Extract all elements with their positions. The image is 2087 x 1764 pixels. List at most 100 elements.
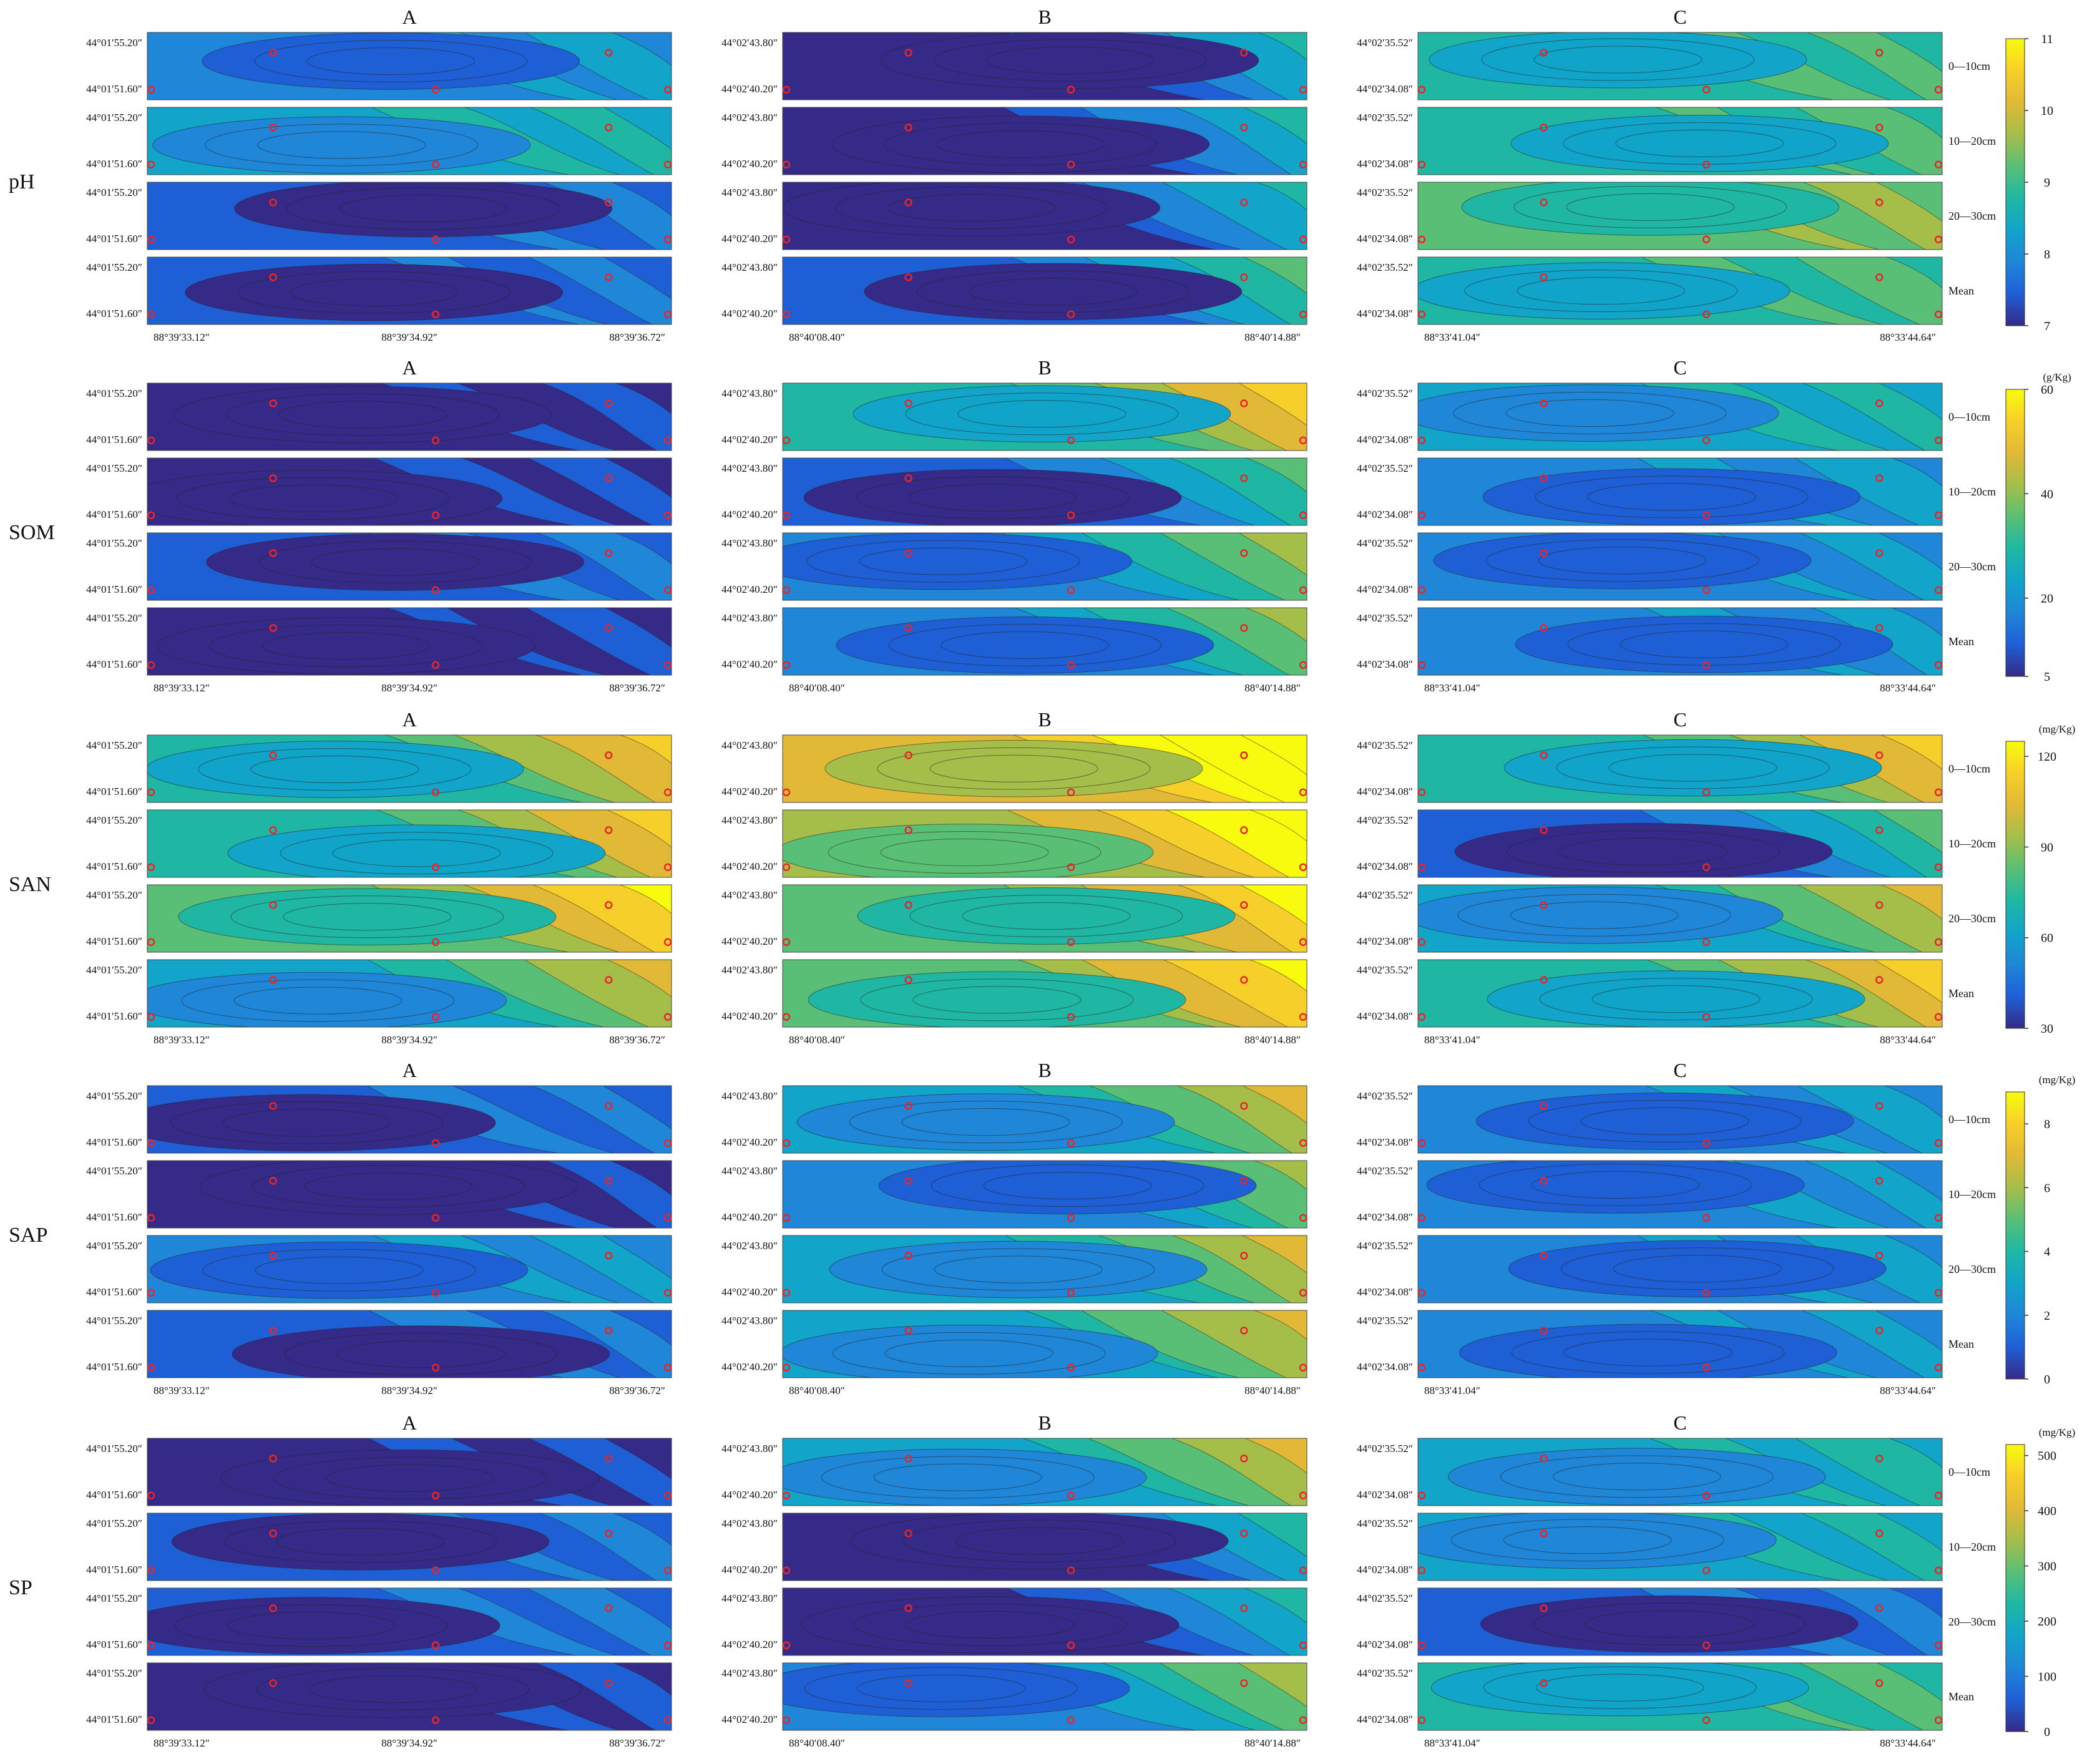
contour-strip: 44°02′35.52″ 44°02′34.08″ 10—20cm xyxy=(1357,809,1996,878)
sample-point-marker xyxy=(431,938,440,947)
sample-point-marker xyxy=(604,1102,613,1110)
latitude-tick-label: 44°01′55.20″ xyxy=(86,1090,142,1102)
sample-point-marker xyxy=(1299,1641,1307,1650)
sample-point-marker xyxy=(663,863,672,872)
contour-strip: 44°02′43.80″ 44°02′40.20″ xyxy=(721,182,1307,250)
sample-point-marker xyxy=(269,1529,277,1537)
sample-point-marker xyxy=(1299,1013,1307,1021)
latitude-tick-label: 44°02′34.08″ xyxy=(1357,233,1413,245)
contour-strip: 44°02′35.52″ 44°02′34.08″ 0—10cm xyxy=(1357,383,1990,451)
sample-point-marker xyxy=(1299,310,1307,319)
contour-band xyxy=(1552,1463,1721,1491)
strip-frame xyxy=(782,457,1307,526)
sample-point-marker xyxy=(1417,1363,1426,1372)
contour-band xyxy=(325,1464,494,1492)
sample-point-marker xyxy=(904,1252,912,1260)
latitude-tick-label: 44°02′43.80″ xyxy=(721,1090,778,1102)
contour-band xyxy=(1873,810,1942,854)
contour-band xyxy=(603,257,672,300)
sample-point-marker xyxy=(1934,1289,1943,1297)
longitude-tick-label: 88°39′34.92″ xyxy=(381,1034,437,1046)
strip-frame xyxy=(147,532,672,601)
latitude-tick-label: 44°02′43.80″ xyxy=(721,261,778,273)
sample-point-marker xyxy=(1540,1177,1548,1185)
sample-point-marker xyxy=(1299,1363,1307,1372)
sample-point-marker xyxy=(269,1604,277,1612)
latitude-tick-label: 44°01′55.20″ xyxy=(86,1667,142,1679)
sample-point-marker xyxy=(663,85,672,94)
sample-point-marker xyxy=(663,436,672,445)
strip-frame xyxy=(782,1438,1307,1506)
contour-band xyxy=(1538,547,1707,575)
longitude-tick-label: 88°33′41.04″ xyxy=(1424,331,1480,343)
latitude-tick-label: 44°02′34.08″ xyxy=(1357,658,1413,670)
contour-strip: 44°01′55.20″ 44°01′51.60″ xyxy=(86,1513,672,1581)
latitude-tick-label: 44°02′35.52″ xyxy=(1357,1443,1413,1455)
latitude-tick-label: 44°02′40.20″ xyxy=(721,1010,778,1022)
contour-band xyxy=(535,533,672,600)
colorbar-tick-label: 8 xyxy=(2044,248,2050,261)
contour-band xyxy=(1810,608,1942,675)
contour-band xyxy=(1559,837,1728,865)
strip-frame xyxy=(1417,1235,1943,1304)
contour-band xyxy=(1166,1588,1307,1655)
contour-strip: 44°02′35.52″ 44°02′34.08″ 0—10cm xyxy=(1357,1438,1990,1506)
sample-point-marker xyxy=(1540,901,1548,909)
sample-point-marker xyxy=(1934,788,1943,797)
sample-point-marker xyxy=(604,399,613,407)
sample-point-marker xyxy=(1239,1327,1248,1335)
longitude-tick-label: 88°39′33.12″ xyxy=(154,1737,210,1749)
longitude-tick-label: 88°33′44.64″ xyxy=(1880,1385,1936,1396)
latitude-tick-label: 44°02′43.80″ xyxy=(721,1240,778,1252)
sample-point-marker xyxy=(1417,661,1426,670)
sample-point-marker xyxy=(604,1604,613,1612)
sample-point-marker xyxy=(604,826,613,834)
strip-frame xyxy=(782,1310,1307,1378)
contour-band xyxy=(880,838,1049,867)
sample-point-marker xyxy=(1067,661,1075,670)
contour-band xyxy=(339,195,508,223)
contour-band xyxy=(929,754,1098,782)
contour-strip: 44°02′35.52″ 44°02′34.08″ 20—30cm xyxy=(1357,1587,1996,1656)
contour-band xyxy=(1876,1663,1942,1702)
sample-point-marker xyxy=(1934,863,1943,872)
sample-point-marker xyxy=(1934,85,1943,94)
contour-band xyxy=(1241,1235,1307,1274)
contour-band xyxy=(936,130,1105,158)
sample-point-marker xyxy=(431,1214,440,1222)
latitude-tick-label: 44°02′35.52″ xyxy=(1357,261,1413,273)
contour-band xyxy=(304,1172,473,1201)
sample-point-marker xyxy=(147,511,155,520)
sample-point-marker xyxy=(1875,1604,1884,1612)
latitude-tick-label: 44°02′34.08″ xyxy=(1357,1211,1413,1223)
longitude-tick-label: 88°40′14.88″ xyxy=(1244,1737,1301,1749)
sample-point-marker xyxy=(431,310,440,319)
sample-point-marker xyxy=(1540,1455,1548,1463)
sample-point-marker xyxy=(1417,1716,1426,1725)
sample-point-marker xyxy=(1702,1363,1711,1372)
contour-band xyxy=(859,547,1028,575)
longitude-tick-label: 88°33′44.64″ xyxy=(1880,682,1936,694)
sample-point-marker xyxy=(904,49,912,57)
contour-band xyxy=(612,1513,672,1546)
sample-point-marker xyxy=(1934,586,1943,595)
sample-point-marker xyxy=(782,1641,791,1650)
sample-point-marker xyxy=(431,586,440,595)
contour-band xyxy=(1877,533,1942,570)
depth-label: 10—20cm xyxy=(1948,837,1996,850)
sample-point-marker xyxy=(1934,235,1943,244)
sample-point-marker xyxy=(904,1679,912,1687)
strip-frame xyxy=(1417,1085,1943,1154)
contour-band xyxy=(539,1310,672,1378)
latitude-tick-label: 44°01′51.60″ xyxy=(86,1489,142,1501)
chart-row-san: SANA44°01′55.20″44°01′51.60″44°01′55.20″… xyxy=(9,708,2075,1046)
sample-point-marker xyxy=(904,826,912,834)
contour-band xyxy=(278,401,447,429)
contour-strip: 44°02′43.80″ 44°02′40.20″ xyxy=(721,1587,1307,1656)
contour-band xyxy=(257,131,426,159)
sample-point-marker xyxy=(782,85,791,94)
contour-band xyxy=(1163,960,1307,1027)
contour-band xyxy=(290,278,459,306)
contour-strip: 44°02′35.52″ 44°02′34.08″ Mean xyxy=(1357,256,1974,325)
contour-band xyxy=(276,1528,445,1556)
